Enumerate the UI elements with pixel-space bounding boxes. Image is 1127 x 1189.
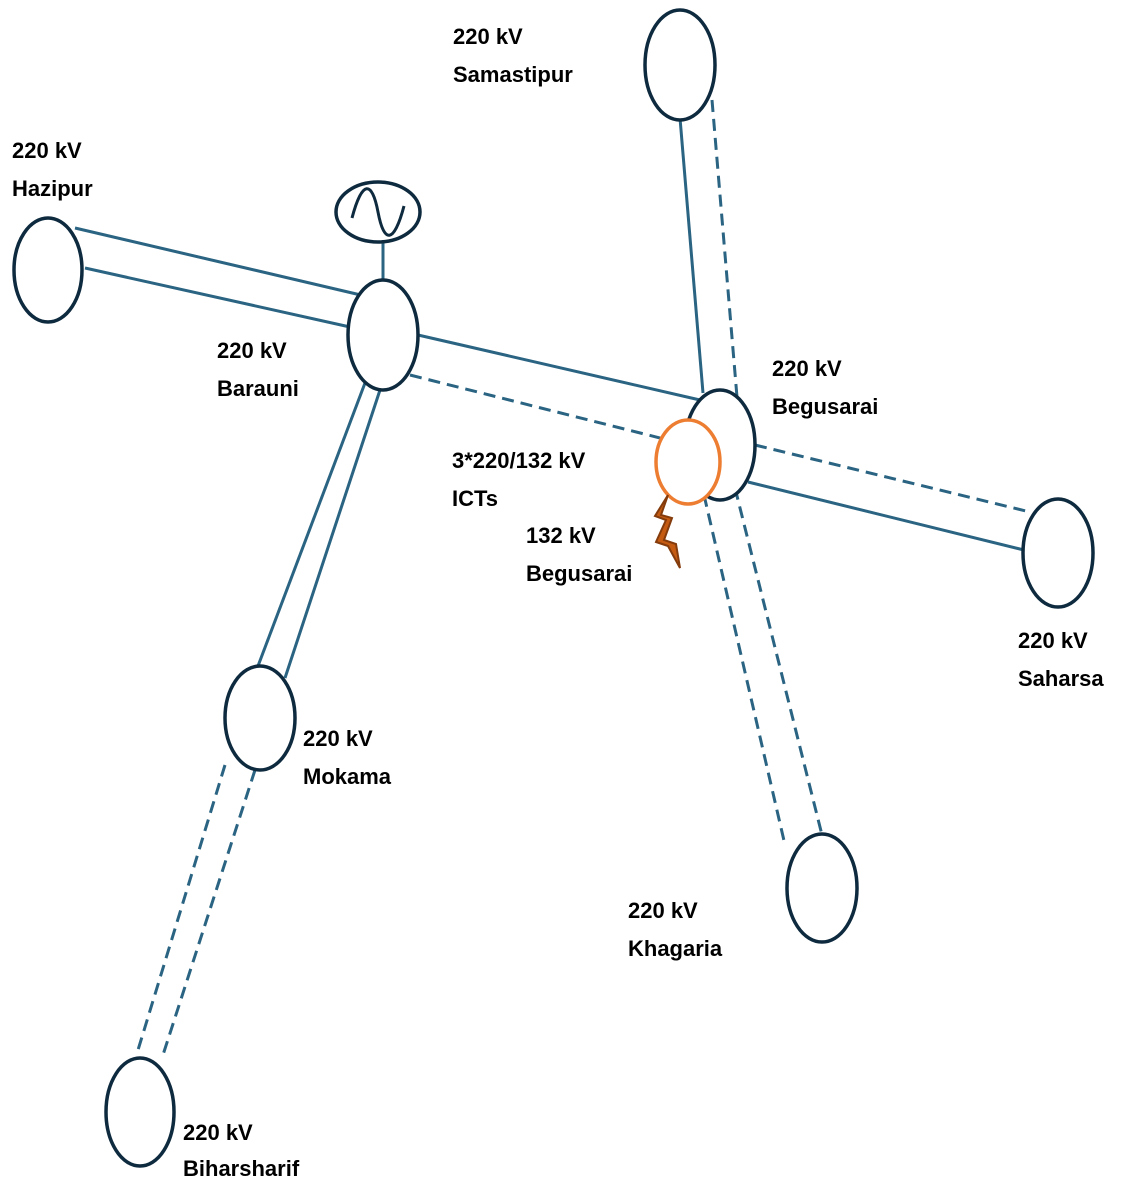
bus [785,832,859,944]
bus [1021,497,1095,609]
node-name: Barauni [217,376,299,401]
node-name: Biharsharif [183,1156,300,1181]
lines [74,99,1031,1059]
line [74,226,366,298]
line [84,266,351,329]
line [417,333,701,402]
node-voltage: 220 kV [628,898,698,923]
node-voltage: 220 kV [183,1120,253,1145]
node-voltage: 3*220/132 kV [452,448,586,473]
line [409,373,669,442]
node-voltage: 220 kV [303,726,373,751]
labels: 220 kV Samastipur 220 kV Hazipur 220 kV … [12,24,1104,1181]
node-name: Hazipur [12,176,93,201]
node-name: Mokama [303,764,392,789]
line [136,764,227,1051]
line [678,117,705,394]
node-name: Saharsa [1018,666,1104,691]
buses [12,8,1095,1168]
line [256,382,367,667]
node-name: ICTs [452,486,498,511]
line [283,389,382,679]
sine-icon [350,187,406,237]
node-voltage: 220 kV [772,356,842,381]
bus [12,216,84,324]
bus [643,8,717,122]
node-voltage: 220 kV [12,138,82,163]
node-voltage: 220 kV [1018,628,1088,653]
line [160,769,257,1059]
bus [223,664,297,772]
node-voltage: 220 kV [453,24,523,49]
node-voltage: 220 kV [217,338,287,363]
node-name: Khagaria [628,936,723,961]
bus [104,1056,176,1168]
bus [346,278,420,392]
line [754,443,1031,514]
lightning-bolt [653,494,681,569]
ict [654,418,722,506]
node-voltage: 132 kV [526,523,596,548]
node-name: Begusarai [526,561,632,586]
line [747,480,1025,552]
line [702,494,787,846]
node-name: Begusarai [772,394,878,419]
line [733,487,824,836]
line [710,99,739,398]
node-name: Samastipur [453,62,573,87]
